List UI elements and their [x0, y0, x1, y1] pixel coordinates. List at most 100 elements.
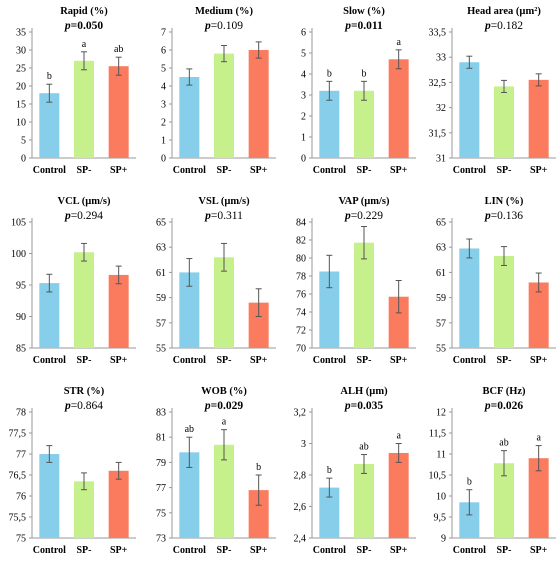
chart-svg: VSL (µm/s) p=0.311 55 57 59 61 63 65 Control SP- S… [156, 196, 276, 366]
significance-letter: ab [499, 438, 508, 449]
x-category-label: SP+ [530, 355, 548, 366]
p-value: =0.229 [351, 210, 384, 222]
bar-sp [494, 256, 514, 348]
p-value: =0.035 [351, 400, 384, 412]
x-category-label: Control [453, 355, 486, 366]
bar-sp [108, 66, 129, 158]
y-tick-label: 65 [156, 218, 166, 229]
x-category-label: SP+ [390, 165, 408, 176]
significance-letter: a [396, 37, 401, 48]
y-tick-label: 3 [161, 100, 166, 111]
bar-control [39, 93, 60, 158]
significance-letter: ab [114, 44, 123, 55]
x-category-label: SP+ [110, 545, 128, 556]
y-tick-label: 73 [156, 534, 166, 545]
chart-panel: Rapid (%) p=0.050 0 5 10 15 20 25 30 35 b Control a S… [2, 2, 140, 190]
chart-panel: Medium (%) p=0.109 0 1 2 3 4 5 6 7 Control SP- SP+ [142, 2, 280, 190]
y-tick-label: 0 [161, 154, 166, 165]
p-value-text: p=0.035 [344, 400, 383, 412]
chart-svg: Medium (%) p=0.109 0 1 2 3 4 5 6 7 Control SP- SP+ [161, 6, 276, 176]
p-value-text: p=0.050 [64, 20, 103, 32]
x-category-label: Control [453, 165, 486, 176]
chart-panel: Head area (µm²) p=0.182 31 31,5 32 32,5 33 33,5… [422, 2, 560, 190]
bar-sp [108, 470, 129, 538]
x-category-label: Control [33, 545, 66, 556]
p-value-text: p=0.229 [344, 210, 383, 222]
y-tick-label: 20 [16, 82, 26, 93]
chart-title: Rapid (%) [60, 6, 108, 17]
p-symbol: p [484, 210, 491, 222]
p-value-text: p=0.311 [204, 210, 243, 222]
significance-letter: b [467, 477, 472, 488]
chart-svg: Rapid (%) p=0.050 0 5 10 15 20 25 30 35 b Control a S… [16, 6, 136, 176]
chart-title: VAP (µm/s) [338, 196, 390, 207]
y-tick-label: 61 [436, 268, 446, 279]
y-tick-label: 76,5 [9, 471, 27, 482]
p-value: =0.294 [71, 210, 104, 222]
bar-sp [74, 481, 94, 538]
y-tick-label: 5 [301, 49, 306, 60]
y-tick-label: 1 [161, 136, 166, 147]
x-category-label: SP- [217, 545, 232, 556]
bar-sp [214, 257, 234, 348]
bar-sp [108, 274, 129, 348]
chart-title: VSL (µm/s) [198, 196, 250, 207]
x-category-label: SP+ [530, 165, 548, 176]
chart-panel: Slow (%) p=0.011 0 1 2 3 4 5 6 b Control b SP-a SP+ [282, 2, 420, 190]
chart-title: STR (%) [64, 386, 105, 397]
chart-svg: Head area (µm²) p=0.182 31 31,5 32 32,5 33 33,5… [429, 6, 556, 176]
chart-panel: VAP (µm/s) p=0.229 70 72 74 76 78 80 82 84 Control… [282, 192, 420, 380]
bar-sp [214, 444, 234, 538]
bar-control [39, 283, 60, 348]
chart-title: LIN (%) [485, 196, 524, 207]
x-category-label: Control [173, 165, 206, 176]
bar-sp [388, 59, 409, 158]
p-value: =0.182 [491, 20, 524, 32]
y-tick-label: 85 [16, 344, 26, 355]
x-category-label: SP- [357, 545, 372, 556]
y-tick-label: 105 [11, 218, 26, 229]
y-tick-label: 6 [161, 46, 166, 57]
bar-sp [248, 302, 269, 348]
y-tick-label: 80 [296, 254, 306, 265]
p-value: =0.109 [211, 20, 244, 32]
x-category-label: SP- [497, 165, 512, 176]
p-value: =0.050 [71, 20, 104, 32]
x-category-label: SP+ [110, 165, 128, 176]
y-tick-label: 81 [156, 433, 166, 444]
x-category-label: SP+ [110, 355, 128, 366]
y-tick-label: 25 [16, 64, 26, 75]
x-category-label: SP+ [530, 545, 548, 556]
chart-svg: WOB (%) p=0.029 73 75 77 79 81 83 ab Control a SP-b… [156, 386, 276, 556]
chart-title: BCF (Hz) [482, 386, 526, 397]
y-tick-label: 0 [21, 154, 26, 165]
y-tick-label: 5 [161, 64, 166, 75]
p-symbol: p [64, 20, 71, 32]
y-tick-label: 57 [436, 318, 446, 329]
y-tick-label: 78 [296, 272, 306, 283]
x-category-label: SP- [357, 355, 372, 366]
bar-sp [388, 296, 409, 348]
chart-title: VCL (µm/s) [57, 196, 111, 207]
p-symbol: p [344, 400, 351, 412]
chart-title: ALH (µm) [340, 386, 388, 397]
chart-title: Slow (%) [343, 6, 385, 17]
p-symbol: p [64, 210, 71, 222]
significance-letter: a [396, 431, 401, 442]
x-category-label: Control [313, 545, 346, 556]
bar-control [319, 271, 340, 348]
bar-control [459, 248, 480, 348]
p-symbol: p [204, 400, 211, 412]
y-tick-label: 3,2 [294, 408, 307, 419]
y-tick-label: 70 [296, 344, 306, 355]
y-tick-label: 9 [441, 534, 446, 545]
y-tick-label: 76 [296, 290, 306, 301]
bar-control [319, 90, 340, 158]
p-value-text: p=0.026 [484, 400, 523, 412]
y-tick-label: 84 [296, 218, 306, 229]
chart-title: WOB (%) [201, 386, 247, 397]
x-category-label: Control [173, 545, 206, 556]
y-tick-label: 31,5 [429, 128, 447, 139]
significance-letter: b [327, 68, 332, 79]
x-category-label: Control [313, 165, 346, 176]
